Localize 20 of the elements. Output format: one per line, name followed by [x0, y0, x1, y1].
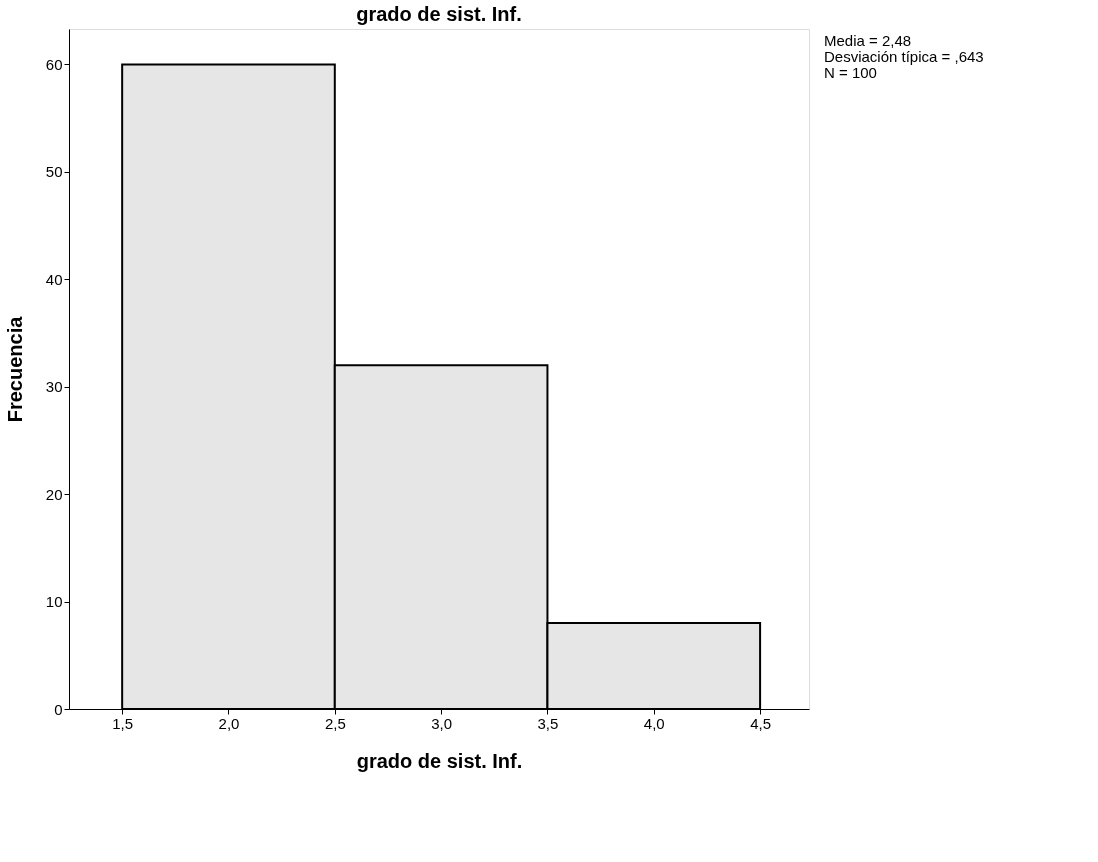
y-tick-label: 10: [45, 593, 63, 611]
x-tick-label: 2,0: [218, 714, 240, 732]
x-tick-label: 3,0: [431, 714, 453, 732]
text: N = 100: [824, 64, 877, 81]
y-tick-label: 60: [45, 55, 63, 73]
chart-title: grado de sist. Inf.: [356, 3, 522, 25]
y-tick-label: 50: [45, 163, 63, 181]
y-tick-label: 20: [45, 485, 63, 503]
y-axis-title: Frecuencia: [3, 315, 26, 423]
x-axis-title: grado de sist. Inf.: [356, 749, 523, 772]
x-tick-label: 4,5: [750, 714, 772, 732]
x-tick-label: 2,5: [324, 714, 346, 732]
y-tick-label: 30: [45, 378, 63, 396]
text: Media = 2,48: [824, 32, 912, 49]
y-tick-label: 0: [54, 700, 63, 718]
x-tick-label: 1,5: [112, 714, 134, 732]
x-tick-label: 4,0: [643, 714, 665, 732]
text: Desviación típica = ,643: [824, 48, 984, 65]
x-tick-label: 3,5: [537, 714, 559, 732]
y-tick-label: 40: [45, 270, 63, 288]
